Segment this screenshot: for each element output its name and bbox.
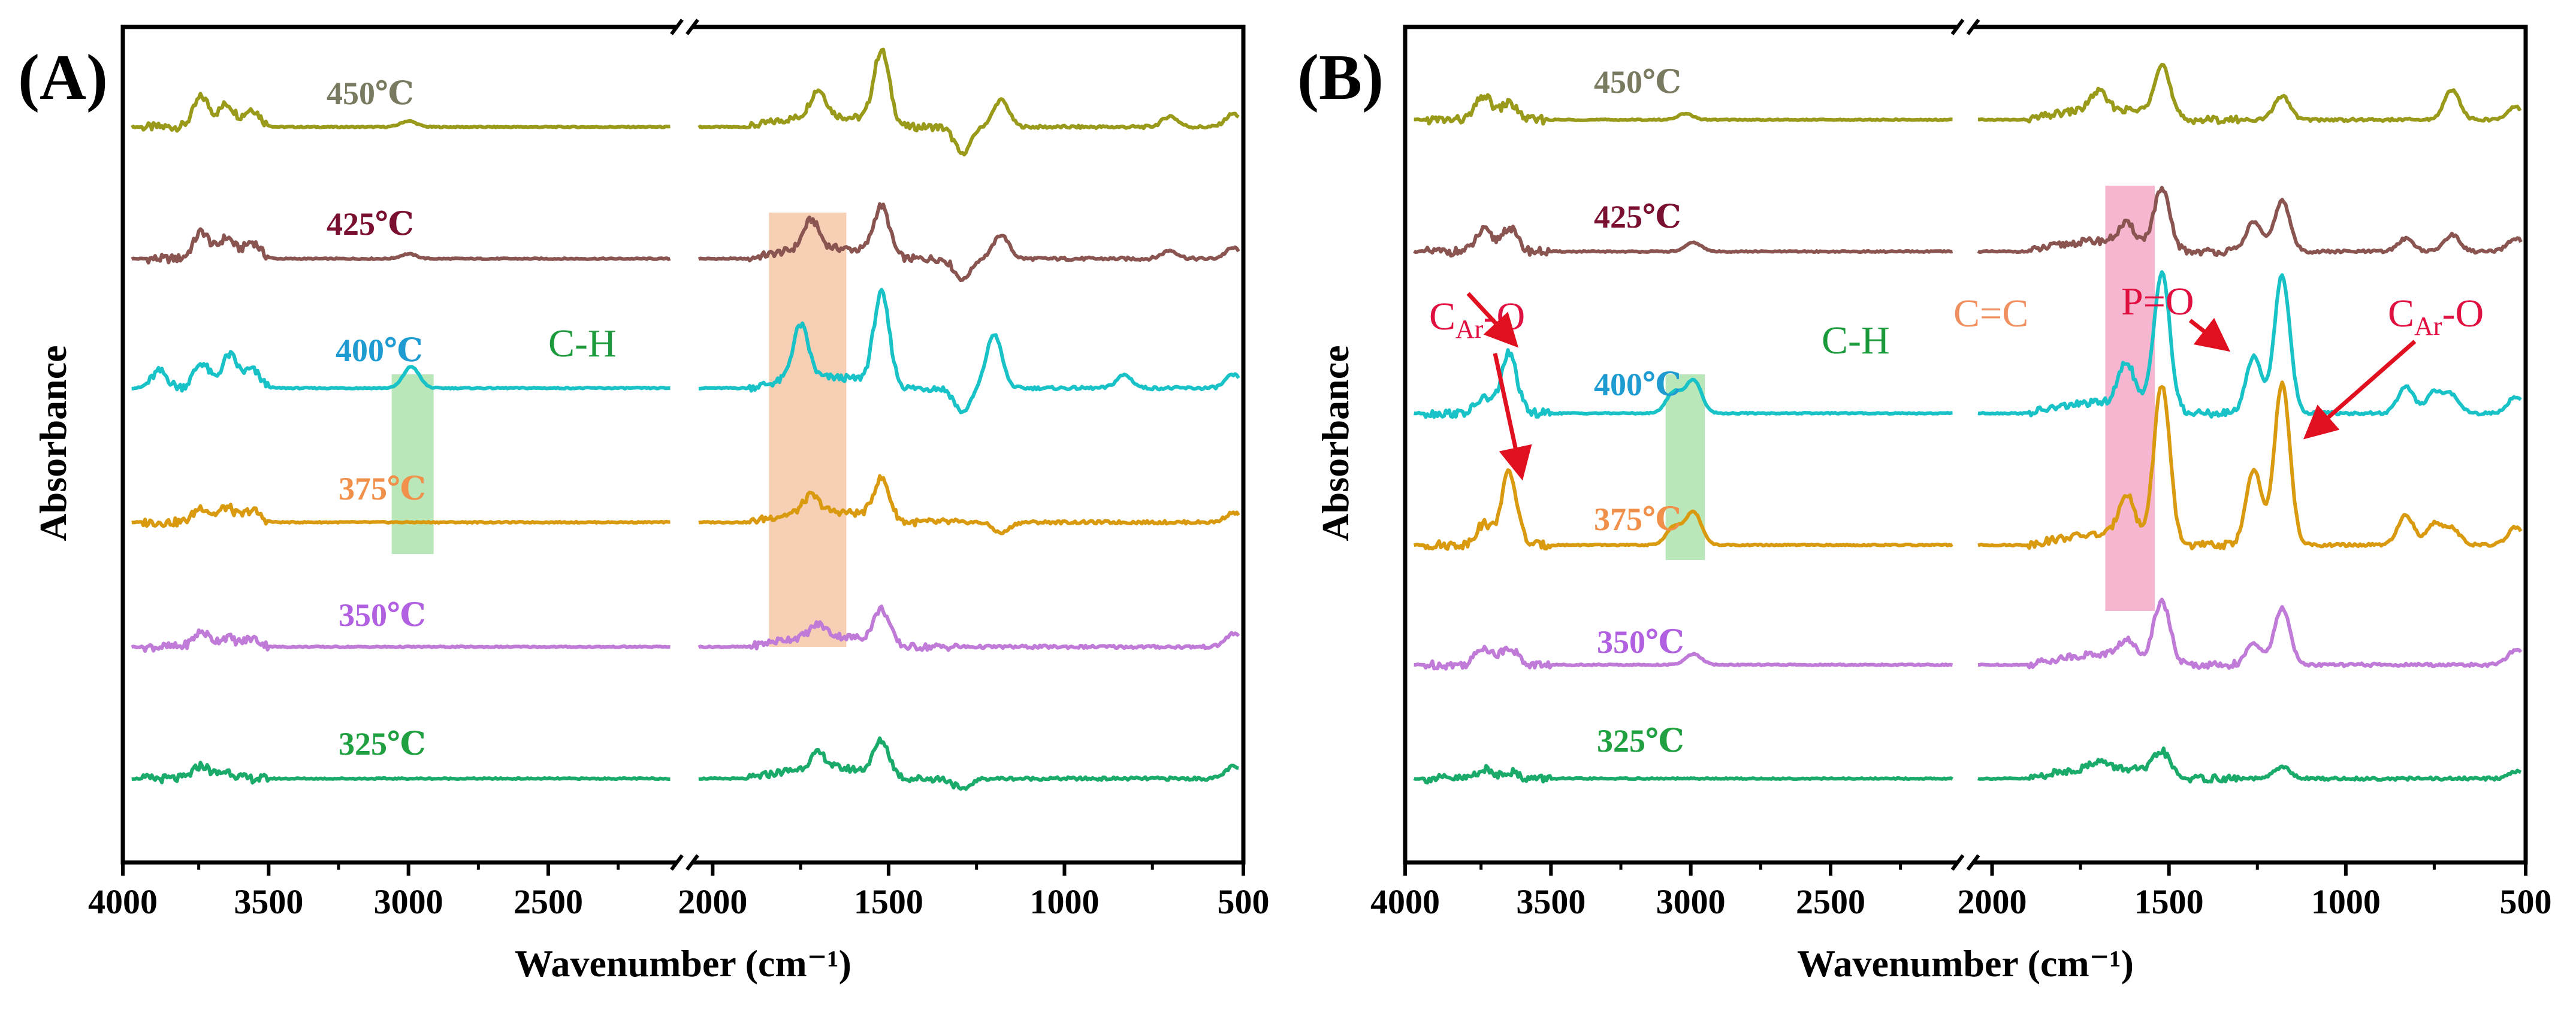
series-line-450c-low bbox=[697, 47, 1240, 157]
series-line-375c-low bbox=[698, 474, 1240, 535]
series-line-375c-low bbox=[1977, 380, 2523, 550]
series-line-450c-high bbox=[131, 92, 671, 133]
series-line-325c-low bbox=[1977, 746, 2522, 784]
panel-b-car-o-annotation-right: CAr-O bbox=[2388, 292, 2484, 341]
axis-break-mark bbox=[685, 854, 699, 871]
highlight-band bbox=[769, 213, 847, 647]
arrow-car-o-400 bbox=[1466, 292, 1519, 348]
series-line-325c-low bbox=[698, 736, 1239, 791]
arrow-car-o-right bbox=[2303, 340, 2417, 440]
series-line-350c-low bbox=[1977, 597, 2523, 670]
axis-break-mark bbox=[670, 854, 684, 871]
panel-a-axes-frame bbox=[120, 25, 1246, 865]
series-line-425c-low bbox=[697, 202, 1240, 283]
x-tick-label: 2000 bbox=[678, 882, 747, 921]
series-line-325c-high bbox=[131, 761, 671, 785]
series-line-450c-low bbox=[1977, 63, 2522, 125]
series-label: 375℃ bbox=[339, 471, 426, 507]
x-tick-label: 1000 bbox=[1029, 882, 1099, 921]
series-line-400c-low bbox=[698, 287, 1240, 414]
panel-b-xlabel: Wavenumber (cm⁻¹) bbox=[1797, 942, 2134, 985]
series-line-450c-high bbox=[1414, 93, 1953, 126]
panel-a-ch-annotation: C-H bbox=[548, 322, 617, 365]
series-line-375c-high bbox=[1413, 468, 1953, 551]
series-label: 350℃ bbox=[339, 597, 426, 633]
panel-a: (A) 450℃ 425℃ 400℃ 375℃ 350℃ 325℃ 4000 3500 300… bbox=[18, 19, 1270, 985]
panel-a-ylabel: Absorbance bbox=[32, 345, 74, 541]
panel-b-ylabel: Absorbance bbox=[1314, 345, 1357, 541]
series-line-325c-high bbox=[1413, 764, 1953, 785]
x-tick-label: 4000 bbox=[1370, 882, 1440, 921]
panel-b-axes-frame bbox=[1403, 25, 2528, 865]
x-tick-label: 4000 bbox=[88, 882, 158, 921]
series-line-350c-high bbox=[131, 628, 671, 653]
series-line-350c-high bbox=[1414, 644, 1953, 671]
arrow-p-o bbox=[2188, 317, 2231, 352]
axis-break-mark bbox=[1950, 854, 1965, 871]
panel-b-po-annotation: P=O bbox=[2121, 280, 2194, 323]
series-label: 325℃ bbox=[1597, 723, 1684, 759]
series-line-400c-high bbox=[1414, 348, 1953, 419]
x-tick-label: 2500 bbox=[1796, 882, 1865, 921]
series-line-425c-high bbox=[1413, 225, 1953, 258]
x-tick-label: 3000 bbox=[374, 882, 443, 921]
panel-b: (B) 450℃ 425℃ 400℃ 375℃ 350℃ 325℃ 4000 3500 300… bbox=[1297, 19, 2552, 985]
highlight-band bbox=[1665, 374, 1705, 560]
axis-break-mark bbox=[1966, 19, 1980, 35]
x-tick-label: 500 bbox=[2500, 882, 2552, 921]
panel-b-ch-annotation: C-H bbox=[1822, 319, 1890, 362]
x-tick-label: 500 bbox=[1218, 882, 1270, 921]
axis-break-mark bbox=[670, 19, 684, 35]
highlight-band bbox=[2105, 186, 2155, 611]
x-tick-label: 3000 bbox=[1656, 882, 1726, 921]
series-line-425c-low bbox=[1977, 186, 2523, 257]
series-label: 400℃ bbox=[1594, 367, 1681, 402]
panel-b-cc-annotation: C=C bbox=[1953, 292, 2028, 335]
x-tick-label: 1500 bbox=[854, 882, 923, 921]
series-label: 425℃ bbox=[327, 206, 414, 242]
series-label: 450℃ bbox=[1594, 64, 1681, 100]
series-label: 450℃ bbox=[327, 75, 414, 111]
arrow-car-o-375 bbox=[1493, 353, 1532, 481]
series-line-400c-high bbox=[131, 350, 671, 393]
series-label: 425℃ bbox=[1594, 199, 1681, 235]
x-tick-label: 2000 bbox=[1958, 882, 2027, 921]
x-tick-label: 2500 bbox=[514, 882, 583, 921]
x-tick-label: 1500 bbox=[2134, 882, 2204, 921]
series-label: 325℃ bbox=[339, 726, 426, 762]
series-line-400c-low bbox=[1977, 270, 2522, 419]
series-label: 400℃ bbox=[336, 332, 423, 368]
panel-a-label: (A) bbox=[18, 42, 108, 113]
panel-b-label: (B) bbox=[1297, 42, 1384, 113]
series-label: 350℃ bbox=[1597, 624, 1684, 660]
x-tick-label: 3500 bbox=[1516, 882, 1586, 921]
axis-break-mark bbox=[685, 19, 699, 35]
x-tick-label: 3500 bbox=[234, 882, 303, 921]
series-line-425c-high bbox=[131, 227, 671, 265]
x-tick-label: 1000 bbox=[2311, 882, 2381, 921]
series-label: 375℃ bbox=[1594, 501, 1681, 537]
panel-a-xlabel: Wavenumber (cm⁻¹) bbox=[515, 942, 851, 985]
axis-break-mark bbox=[1966, 854, 1980, 871]
series-line-375c-high bbox=[131, 503, 671, 528]
series-line-350c-low bbox=[697, 604, 1240, 652]
axis-break-mark bbox=[1950, 19, 1965, 35]
highlight-band bbox=[391, 374, 434, 554]
